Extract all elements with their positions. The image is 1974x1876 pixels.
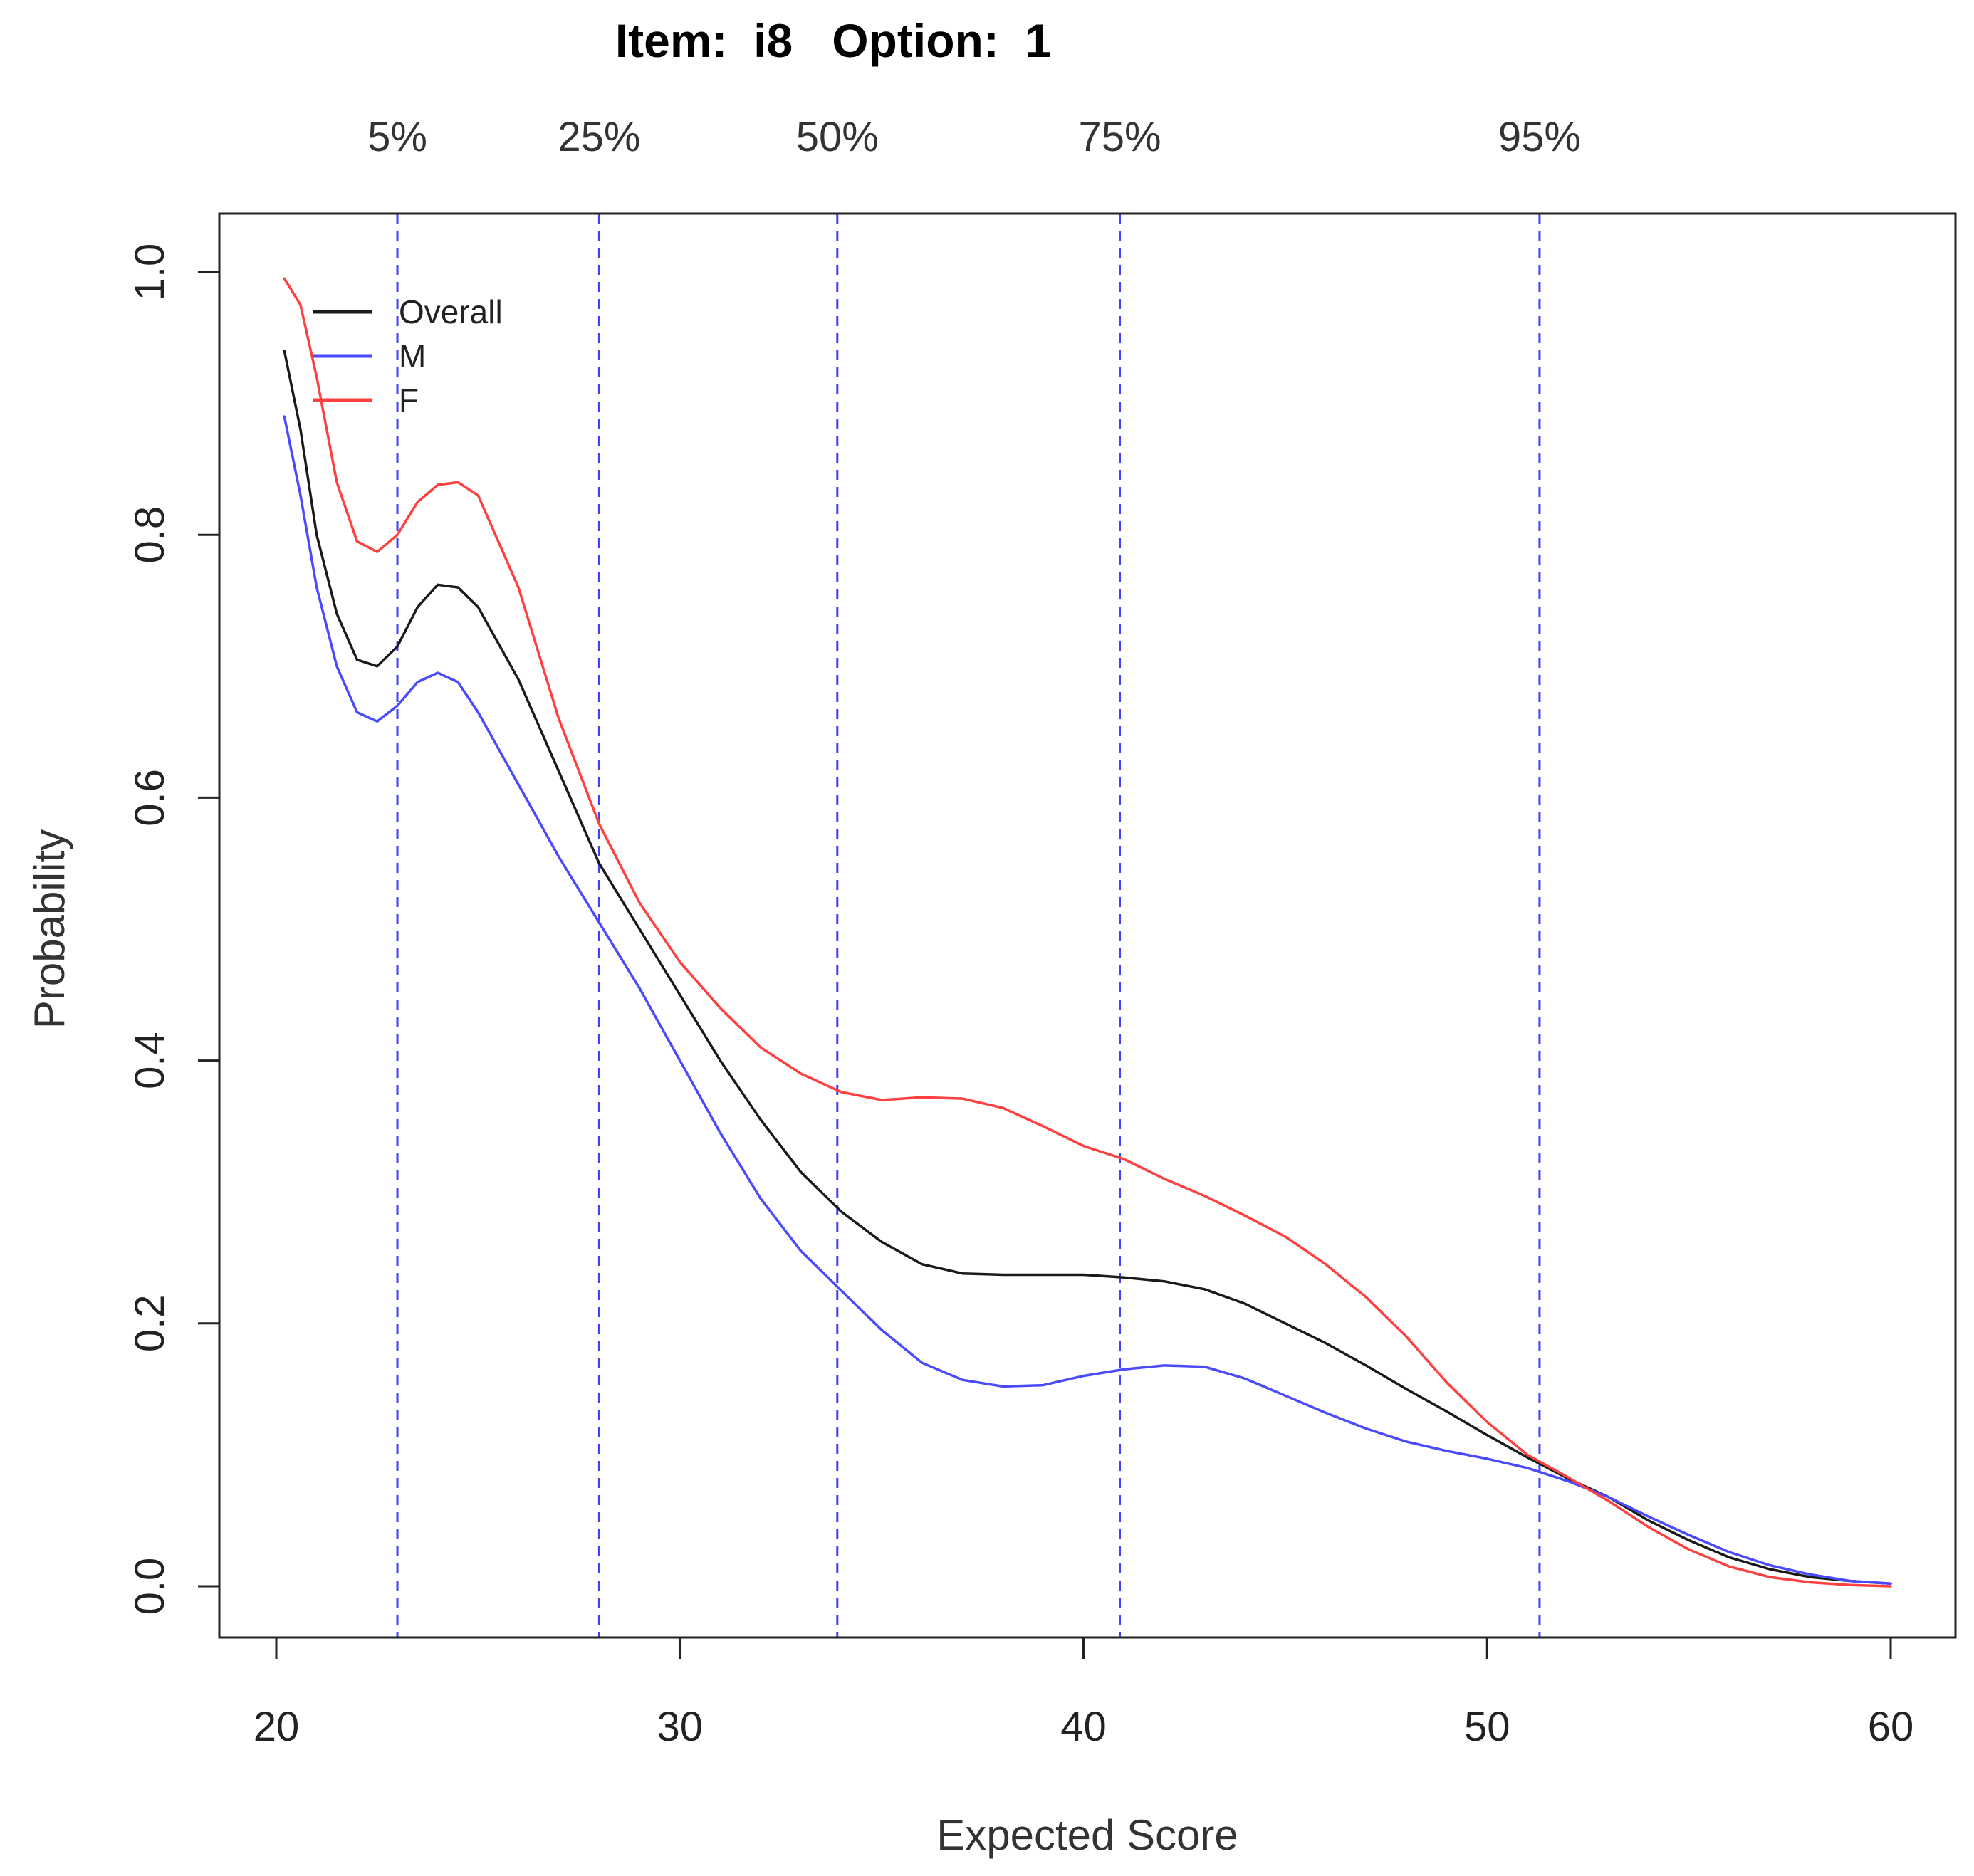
x-axis: 20 30 40 50 60 — [254, 1636, 1914, 1750]
chart-title: Item: i8 Option: 1 — [615, 14, 1051, 67]
percentile-label: 25% — [558, 114, 640, 160]
x-tick-label: 40 — [1060, 1704, 1107, 1750]
x-axis-label: Expected Score — [936, 1811, 1238, 1859]
legend: Overall MF — [313, 293, 503, 419]
legend-label-m: M — [399, 337, 426, 374]
percentile-label: 5% — [367, 114, 427, 160]
legend-label-f: F — [399, 382, 419, 419]
percentile-label: 95% — [1498, 114, 1581, 160]
percentile-lines — [396, 214, 1541, 1637]
y-tick-label: 0.8 — [127, 506, 173, 564]
x-tick-label: 50 — [1464, 1704, 1510, 1750]
series-lines — [283, 277, 1892, 1588]
x-tick-label: 20 — [254, 1704, 300, 1750]
x-tick-label: 30 — [657, 1704, 703, 1750]
series-line-f — [283, 277, 1892, 1588]
x-tick-label: 60 — [1868, 1704, 1914, 1750]
legend-label-overall: Overall — [399, 293, 503, 330]
y-tick-label: 0.0 — [127, 1558, 173, 1615]
y-tick-label: 0.2 — [127, 1294, 173, 1352]
y-tick-label: 0.4 — [127, 1032, 173, 1089]
y-axis-label: Probability — [26, 829, 73, 1029]
y-axis: 0.0 0.2 0.4 0.6 0.8 1.0 — [127, 243, 221, 1615]
y-tick-label: 1.0 — [127, 243, 173, 301]
y-tick-label: 0.6 — [127, 769, 173, 827]
percentile-labels: 5% 25% 50% 75% 95% — [367, 114, 1581, 160]
percentile-label: 75% — [1078, 114, 1161, 160]
percentile-label: 50% — [796, 114, 879, 160]
